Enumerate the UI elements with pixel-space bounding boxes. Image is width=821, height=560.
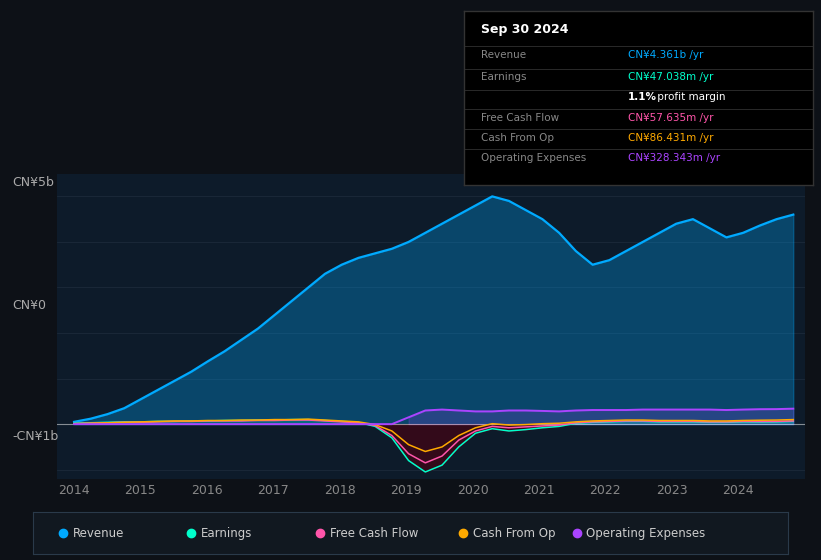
- Text: CN¥57.635m /yr: CN¥57.635m /yr: [628, 113, 713, 123]
- Text: CN¥86.431m /yr: CN¥86.431m /yr: [628, 133, 713, 143]
- Text: profit margin: profit margin: [654, 92, 726, 102]
- Text: Free Cash Flow: Free Cash Flow: [481, 113, 559, 123]
- Text: CN¥4.361b /yr: CN¥4.361b /yr: [628, 50, 704, 60]
- Text: CN¥0: CN¥0: [12, 298, 46, 312]
- Text: Revenue: Revenue: [73, 527, 124, 540]
- Text: 1.1%: 1.1%: [628, 92, 657, 102]
- Text: Free Cash Flow: Free Cash Flow: [330, 527, 418, 540]
- Text: -CN¥1b: -CN¥1b: [12, 430, 58, 444]
- Text: Earnings: Earnings: [201, 527, 253, 540]
- Text: Operating Expenses: Operating Expenses: [586, 527, 706, 540]
- Text: Revenue: Revenue: [481, 50, 526, 60]
- Text: Sep 30 2024: Sep 30 2024: [481, 24, 569, 36]
- Text: CN¥47.038m /yr: CN¥47.038m /yr: [628, 72, 713, 82]
- Text: CN¥328.343m /yr: CN¥328.343m /yr: [628, 153, 720, 163]
- Text: Operating Expenses: Operating Expenses: [481, 153, 586, 163]
- Text: Cash From Op: Cash From Op: [473, 527, 556, 540]
- Text: CN¥5b: CN¥5b: [12, 175, 54, 189]
- Text: Earnings: Earnings: [481, 72, 527, 82]
- Text: Cash From Op: Cash From Op: [481, 133, 554, 143]
